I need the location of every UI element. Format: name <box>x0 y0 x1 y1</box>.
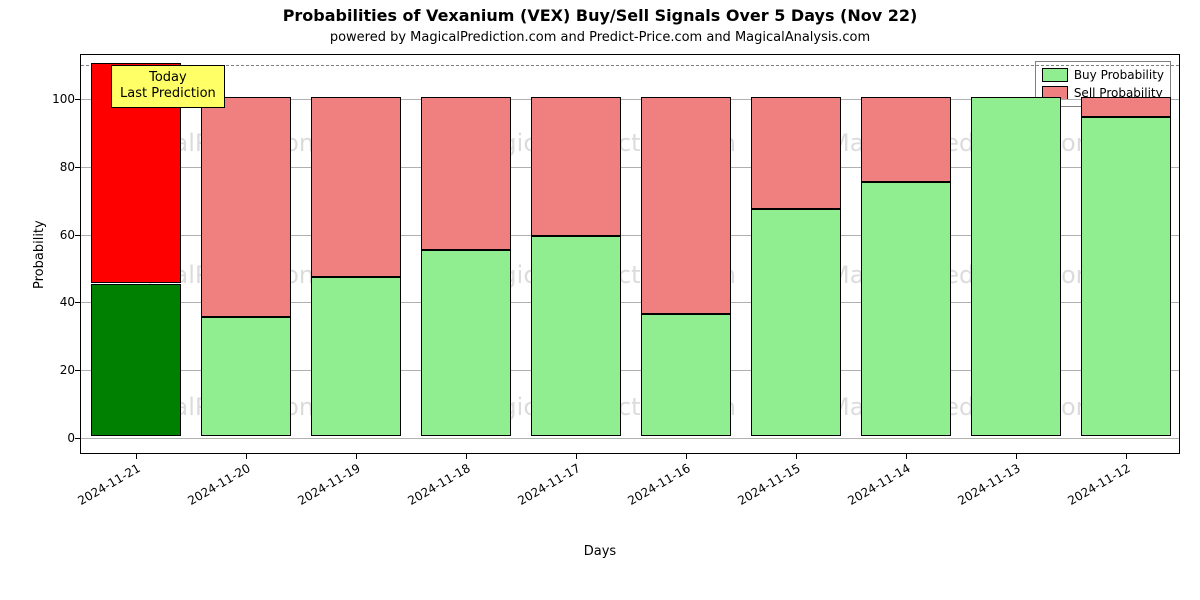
bar-sell-segment <box>751 97 841 209</box>
bar-group <box>91 53 181 453</box>
bar-buy-segment <box>971 97 1061 436</box>
today-annotation: TodayLast Prediction <box>111 65 225 108</box>
x-tick-mark <box>1016 453 1017 459</box>
y-tick-label: 100 <box>52 92 81 106</box>
x-tick-label: 2024-11-12 <box>1066 461 1133 508</box>
bar-sell-segment <box>421 97 511 250</box>
bar-group <box>971 53 1061 453</box>
chart-container: Probabilities of Vexanium (VEX) Buy/Sell… <box>0 0 1200 600</box>
x-tick-label: 2024-11-14 <box>846 461 913 508</box>
bar-buy-segment <box>201 317 291 436</box>
bar-sell-segment <box>861 97 951 182</box>
bar-group <box>201 53 291 453</box>
x-tick-mark <box>136 453 137 459</box>
x-tick-mark <box>466 453 467 459</box>
bar-group <box>311 53 401 453</box>
y-tick-label: 60 <box>60 228 81 242</box>
x-tick-label: 2024-11-17 <box>516 461 583 508</box>
chart-subtitle: powered by MagicalPrediction.com and Pre… <box>0 30 1200 45</box>
x-tick-mark <box>686 453 687 459</box>
x-tick-label: 2024-11-16 <box>626 461 693 508</box>
bar-buy-segment <box>861 182 951 436</box>
bar-group <box>861 53 951 453</box>
bar-group <box>1081 53 1171 453</box>
bar-group <box>751 53 841 453</box>
y-tick-label: 0 <box>67 431 81 445</box>
bar-group <box>531 53 621 453</box>
bar-buy-segment <box>311 277 401 436</box>
x-tick-mark <box>906 453 907 459</box>
bar-group <box>421 53 511 453</box>
bar-sell-segment <box>641 97 731 314</box>
x-tick-mark <box>246 453 247 459</box>
x-tick-label: 2024-11-20 <box>186 461 253 508</box>
x-tick-mark <box>1126 453 1127 459</box>
bar-sell-segment <box>531 97 621 236</box>
bar-sell-segment <box>1081 97 1171 117</box>
x-tick-mark <box>796 453 797 459</box>
x-tick-label: 2024-11-15 <box>736 461 803 508</box>
x-tick-label: 2024-11-13 <box>956 461 1023 508</box>
bar-buy-segment <box>531 236 621 436</box>
y-axis-label: Probability <box>32 220 47 289</box>
y-tick-label: 40 <box>60 295 81 309</box>
bar-buy-segment <box>421 250 511 436</box>
y-tick-label: 20 <box>60 363 81 377</box>
bar-sell-segment <box>201 97 291 317</box>
y-tick-label: 80 <box>60 160 81 174</box>
annotation-line1: Today <box>120 70 216 86</box>
x-tick-mark <box>356 453 357 459</box>
chart-title: Probabilities of Vexanium (VEX) Buy/Sell… <box>0 6 1200 25</box>
bar-buy-segment <box>1081 117 1171 436</box>
x-axis-label: Days <box>0 544 1200 559</box>
x-tick-label: 2024-11-19 <box>296 461 363 508</box>
bar-sell-segment <box>311 97 401 277</box>
bar-buy-segment <box>641 314 731 436</box>
annotation-line2: Last Prediction <box>120 86 216 102</box>
x-tick-mark <box>576 453 577 459</box>
x-tick-label: 2024-11-21 <box>76 461 143 508</box>
bar-group <box>641 53 731 453</box>
x-tick-label: 2024-11-18 <box>406 461 473 508</box>
bar-buy-segment <box>751 209 841 436</box>
bar-buy-segment <box>91 284 181 437</box>
plot-area: Buy ProbabilitySell Probability MagicalP… <box>80 54 1180 454</box>
